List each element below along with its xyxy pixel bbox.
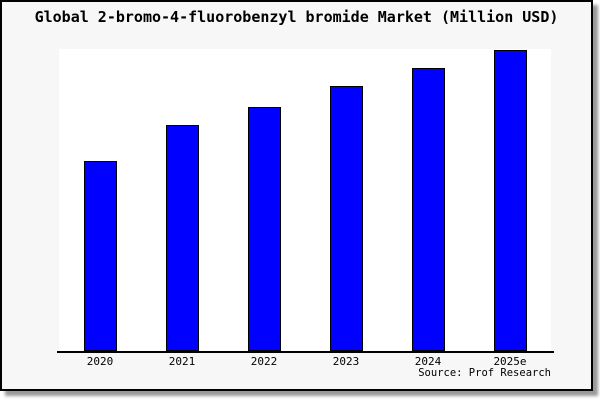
bar-slot [59,161,141,351]
bar-slot [305,86,387,351]
source-text: Source: Prof Research [418,367,551,379]
plot-area [59,49,551,351]
bars-group [59,49,551,351]
bar-slot [141,125,223,351]
x-axis-labels: 2020 2021 2022 2023 2024 2025e [59,355,551,368]
x-axis-label-2022: 2022 [250,355,278,368]
chart-title: Global 2-bromo-4-fluorobenzyl bromide Ma… [34,8,559,26]
bar-2021 [165,125,199,351]
x-axis-label-2023: 2023 [332,355,360,368]
bar-2022 [247,107,281,351]
bar-slot [223,107,305,351]
bar-slot [387,68,469,351]
bar-slot [469,50,551,351]
bar-2024 [411,68,445,351]
x-axis-label-2025e: 2025e [493,355,527,368]
x-axis-label-2020: 2020 [86,355,114,368]
x-axis-line [57,351,554,353]
x-axis-label-2024: 2024 [414,355,442,368]
bar-2025e [493,50,527,351]
chart-card: Global 2-bromo-4-fluorobenzyl bromide Ma… [0,0,593,391]
bar-2020 [83,161,117,351]
bar-2023 [329,86,363,351]
x-axis-label-2021: 2021 [168,355,196,368]
